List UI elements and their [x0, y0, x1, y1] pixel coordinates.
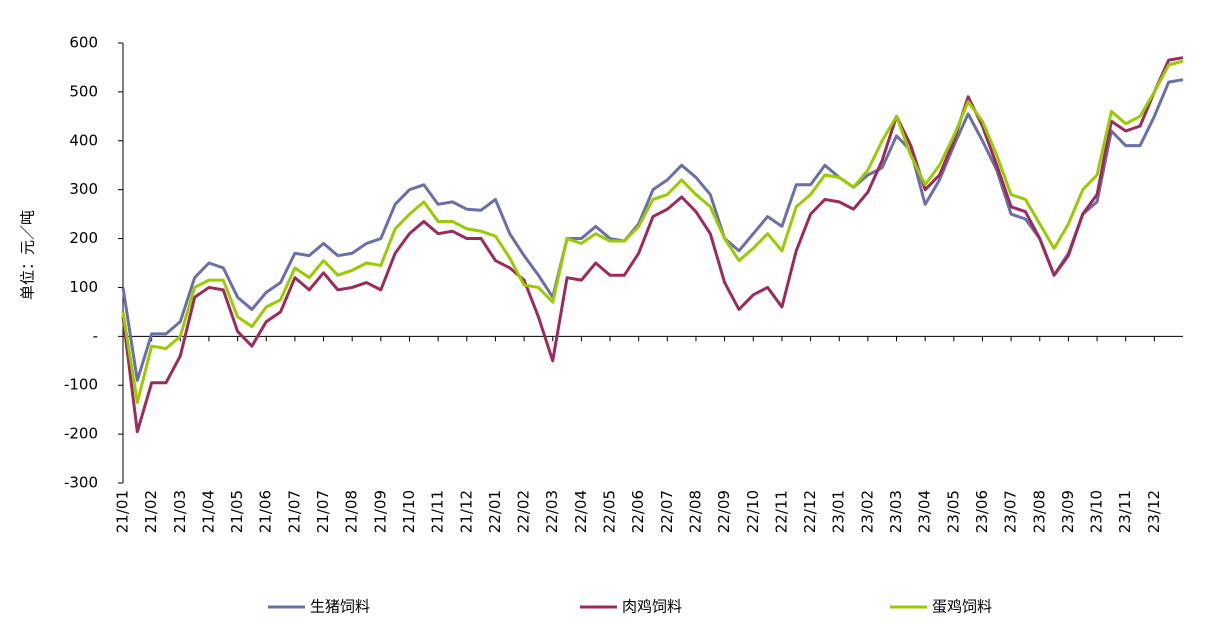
x-tick-label: 23/08 [1030, 490, 1048, 533]
x-tick-label: 21/09 [371, 490, 389, 533]
y-axis-label: 单位：元／吨 [19, 210, 37, 300]
x-tick-label: 23/10 [1088, 490, 1106, 533]
x-tick-label: 21/02 [142, 490, 160, 533]
series-line [121, 56, 1184, 434]
y-tick-label: -100 [64, 376, 98, 394]
y-tick-label: 600 [69, 34, 98, 52]
y-tick-label: 500 [69, 82, 98, 100]
x-tick-label: 22/11 [772, 490, 790, 533]
x-tick-label: 22/08 [686, 490, 704, 533]
x-tick-label: 23/02 [858, 490, 876, 533]
legend-label: 生猪饲料 [310, 598, 370, 616]
x-tick-label: 23/07 [1002, 490, 1020, 533]
legend-label: 肉鸡饲料 [622, 598, 682, 616]
x-tick-label: 21/06 [257, 490, 275, 533]
x-tick-label: 21/05 [228, 490, 246, 533]
x-tick-label: 22/09 [715, 490, 733, 533]
x-tick-label: 22/03 [543, 490, 561, 533]
x-tick-label: 23/01 [830, 490, 848, 533]
x-tick-label: 23/03 [887, 490, 905, 533]
x-tick-label: 21/10 [400, 490, 418, 533]
x-tick-label: 21/07 [285, 490, 303, 533]
y-tick-label: 400 [69, 131, 98, 149]
x-tick-label: 22/02 [515, 490, 533, 533]
x-tick-label: 23/09 [1059, 490, 1077, 533]
x-tick-label: 23/11 [1116, 490, 1134, 533]
series-line [121, 59, 1184, 404]
x-tick-label: 23/04 [916, 490, 934, 533]
y-tick-label: 200 [69, 229, 98, 247]
x-tick-label: 23/12 [1145, 490, 1163, 533]
y-tick-label: - [93, 327, 98, 345]
x-tick-label: 21/03 [171, 490, 189, 533]
x-tick-label: 21/11 [429, 490, 447, 533]
x-tick-label: 22/06 [629, 490, 647, 533]
x-tick-label: 22/10 [744, 490, 762, 533]
x-tick-label: 23/05 [944, 490, 962, 533]
y-tick-label: -300 [64, 474, 98, 492]
x-tick-label: 21/04 [199, 490, 217, 533]
y-tick-label: -200 [64, 425, 98, 443]
x-tick-label: 22/04 [572, 490, 590, 533]
x-tick-label: 21/01 [114, 490, 132, 533]
y-tick-label: 300 [69, 180, 98, 198]
y-tick-label: 100 [69, 278, 98, 296]
x-tick-label: 21/08 [343, 490, 361, 533]
x-tick-label: 21/07 [314, 490, 332, 533]
legend-label: 蛋鸡饲料 [932, 598, 992, 616]
x-tick-label: 22/05 [601, 490, 619, 533]
x-tick-label: 21/12 [457, 490, 475, 533]
x-tick-label: 22/07 [658, 490, 676, 533]
x-tick-label: 22/01 [486, 490, 504, 533]
x-tick-label: 22/12 [801, 490, 819, 533]
series-line [121, 78, 1184, 382]
x-tick-label: 23/06 [973, 490, 991, 533]
